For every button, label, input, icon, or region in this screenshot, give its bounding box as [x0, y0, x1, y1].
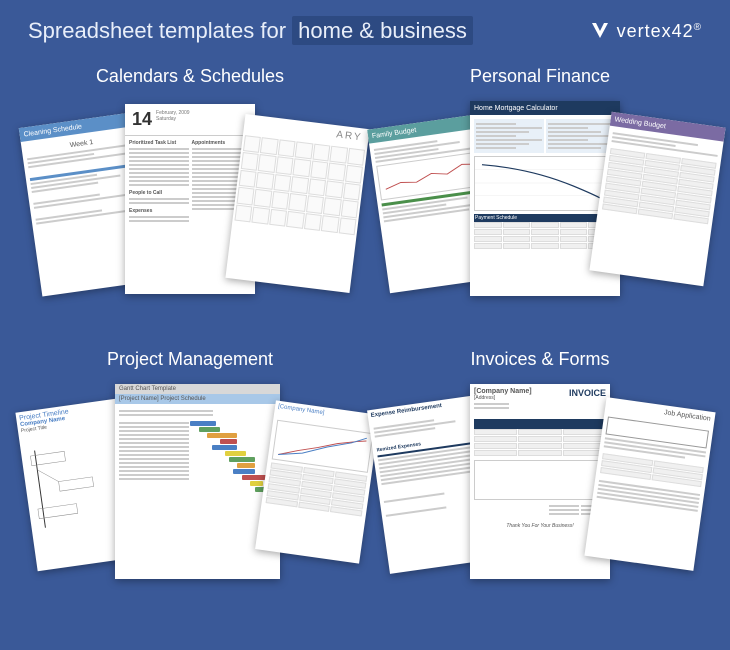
header: Spreadsheet templates for home & busines…: [0, 0, 730, 56]
headline-pre: Spreadsheet templates for: [28, 18, 292, 43]
doc-subtitle: [Project Name] Project Schedule: [115, 394, 280, 404]
category-finance: Personal Finance Family Budget Home Mort…: [370, 66, 710, 329]
template-stack: Cleaning Schedule Week 1 14: [20, 99, 360, 309]
category-invoices: Invoices & Forms Expense Reimbursement I…: [370, 349, 710, 612]
doc-gantt-chart: Gantt Chart Template [Project Name] Proj…: [115, 384, 280, 579]
day-number: 14: [128, 107, 156, 132]
category-grid: Calendars & Schedules Cleaning Schedule …: [0, 56, 730, 631]
template-stack: Project Timeline Company Name Project Ti…: [20, 382, 360, 592]
headline-highlight: home & business: [292, 16, 473, 45]
doc-wedding-budget: Wedding Budget: [589, 112, 725, 286]
doc-title-bar: Home Mortgage Calculator: [470, 101, 620, 115]
logo-reg: ®: [694, 22, 702, 33]
doc-label: Gantt Chart Template: [115, 384, 280, 394]
template-stack: Expense Reimbursement Itemized Expenses: [370, 382, 710, 592]
template-stack: Family Budget Home Mortgage Calculator: [370, 99, 710, 309]
logo-text: vertex42: [617, 21, 694, 41]
category-title: Invoices & Forms: [370, 349, 710, 370]
footer: Thank You For Your Business!: [474, 523, 606, 529]
logo-icon: [589, 20, 611, 42]
category-title: Project Management: [20, 349, 360, 370]
vertex42-logo: vertex42®: [589, 20, 702, 42]
category-title: Calendars & Schedules: [20, 66, 360, 87]
doc-monthly-calendar: ARY: [225, 114, 369, 293]
category-calendars: Calendars & Schedules Cleaning Schedule …: [20, 66, 360, 329]
category-project: Project Management Project Timeline Comp…: [20, 349, 360, 612]
doc-burndown: [Company Name]: [255, 400, 380, 563]
headline: Spreadsheet templates for home & busines…: [28, 18, 473, 44]
category-title: Personal Finance: [370, 66, 710, 87]
amortization-chart: [474, 156, 616, 211]
company: [Company Name]: [474, 388, 532, 395]
address: [Address]: [474, 395, 532, 401]
calendar-grid: [232, 133, 367, 238]
doc-job-application: Job Application: [584, 397, 715, 571]
day-name: Saturday: [156, 116, 190, 122]
doc-label: INVOICE: [569, 388, 606, 411]
